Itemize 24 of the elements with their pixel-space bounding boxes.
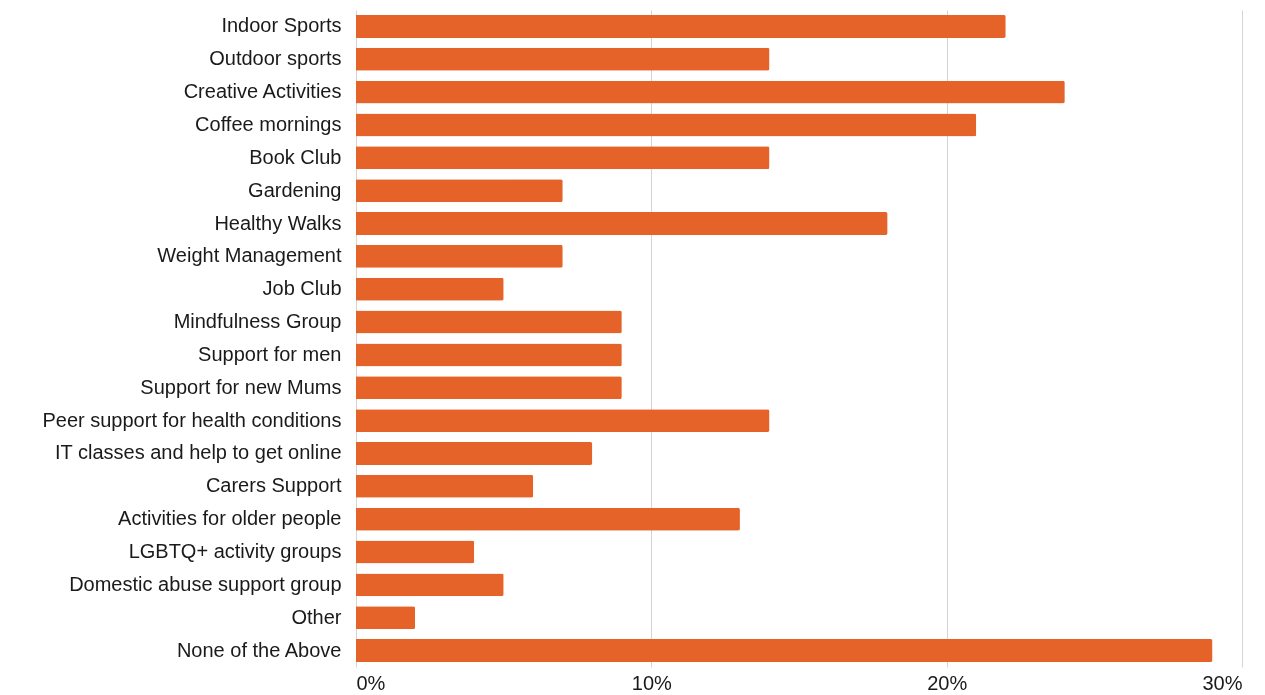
x-tick-label: 0% [356,671,386,694]
y-tick-label: Activities for older people [118,507,342,530]
y-tick-label: Outdoor sports [209,47,342,70]
x-tick-label: 20% [927,671,968,694]
y-tick-label: None of the Above [176,638,342,661]
y-tick-label: Peer support for health conditions [42,408,342,431]
y-tick-label: Gardening [248,178,342,201]
x-tick-label: 10% [631,671,673,694]
x-tick-label: 30% [1202,671,1243,694]
y-tick-label: Other [291,605,342,628]
y-tick-label: Mindfulness Group [173,310,342,333]
y-tick-label: Weight Management [157,244,342,267]
y-tick-label: Healthy Walks [214,211,342,234]
y-tick-label: LGBTQ+ activity groups [128,540,342,563]
y-tick-label: Job Club [262,277,342,300]
y-tick-label: Carers Support [205,474,342,497]
y-tick-label: Indoor Sports [221,14,342,37]
y-tick-label: Domestic abuse support group [69,572,342,595]
y-tick-label: Support for men [198,342,342,365]
y-tick-label: Support for new Mums [140,375,342,398]
y-tick-label: IT classes and help to get online [55,441,342,464]
y-tick-label: Creative Activities [183,80,342,103]
y-tick-label: Coffee mornings [195,112,342,135]
y-tick-label: Book Club [249,145,342,168]
